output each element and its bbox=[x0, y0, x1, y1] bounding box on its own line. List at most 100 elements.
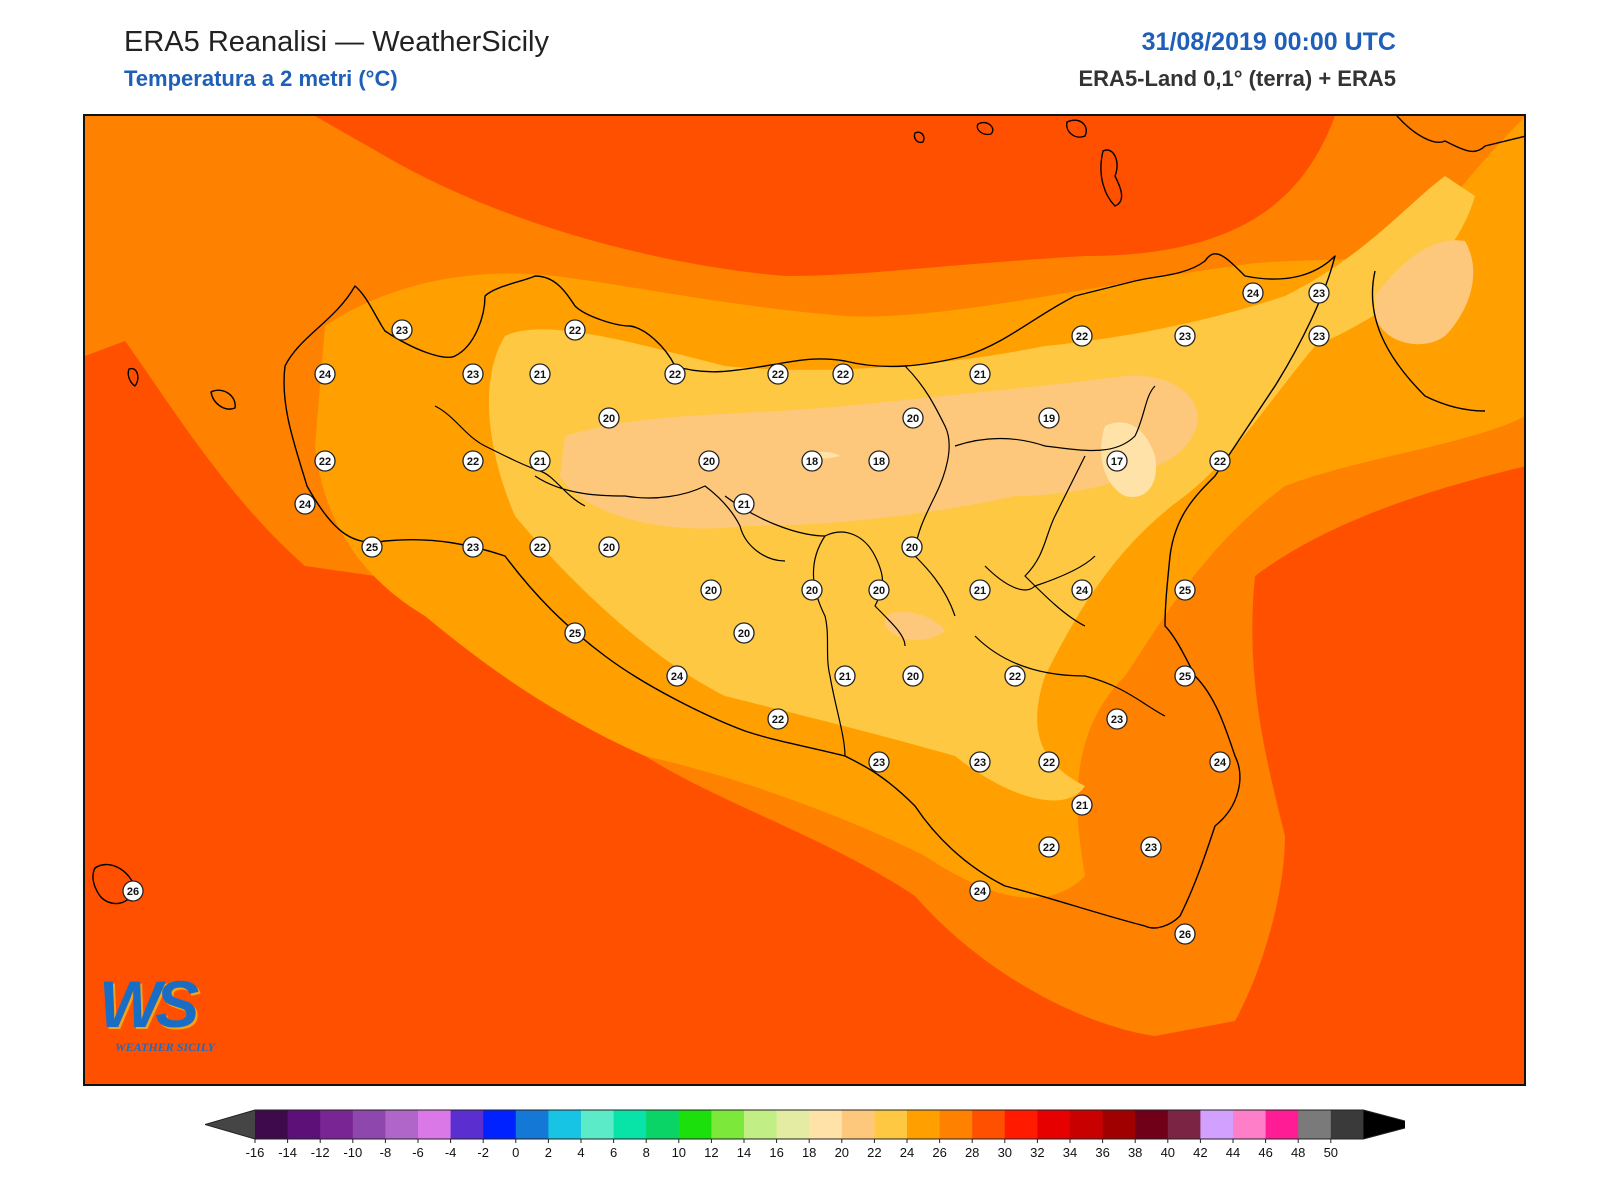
colorbar-tick-label: 20 bbox=[835, 1145, 849, 1160]
station-marker bbox=[462, 536, 484, 558]
colorbar-swatch bbox=[418, 1110, 452, 1139]
station-marker bbox=[834, 665, 856, 687]
station-value: 21 bbox=[733, 493, 755, 515]
colorbar-tick-label: 14 bbox=[737, 1145, 751, 1160]
station-marker bbox=[1308, 325, 1330, 347]
station-value: 25 bbox=[1174, 665, 1196, 687]
station-value-text: 20 bbox=[873, 585, 885, 597]
station-marker bbox=[901, 536, 923, 558]
colorbar-tick-label: 46 bbox=[1258, 1145, 1272, 1160]
station-marker bbox=[801, 450, 823, 472]
station-value-text: 20 bbox=[603, 542, 615, 554]
station-value: 23 bbox=[462, 363, 484, 385]
colorbar-swatch bbox=[809, 1110, 843, 1139]
station-value-text: 23 bbox=[974, 757, 986, 769]
colorbar-swatch bbox=[1167, 1110, 1201, 1139]
station-marker bbox=[598, 407, 620, 429]
station-marker bbox=[801, 579, 823, 601]
island-lipari bbox=[1100, 149, 1123, 207]
colorbar-tick-label: 32 bbox=[1030, 1145, 1044, 1160]
station-value: 21 bbox=[969, 363, 991, 385]
station-value: 20 bbox=[598, 407, 620, 429]
colorbar-tick-label: -8 bbox=[380, 1145, 392, 1160]
colorbar-tick-label: 6 bbox=[610, 1145, 617, 1160]
station-marker bbox=[868, 579, 890, 601]
island-pantelleria bbox=[92, 863, 136, 905]
station-value-text: 25 bbox=[569, 628, 581, 640]
station-value-text: 23 bbox=[1313, 288, 1325, 300]
colorbar-tick-label: 8 bbox=[643, 1145, 650, 1160]
station-marker bbox=[1106, 450, 1128, 472]
station-value-text: 23 bbox=[873, 757, 885, 769]
station-marker bbox=[969, 579, 991, 601]
colorbar-tick-label: 26 bbox=[932, 1145, 946, 1160]
colorbar-tick-label: 18 bbox=[802, 1145, 816, 1160]
colorbar-swatch bbox=[581, 1110, 615, 1139]
colorbar-tick-label: 30 bbox=[998, 1145, 1012, 1160]
station-value: 22 bbox=[1038, 751, 1060, 773]
colorbar-swatch bbox=[1200, 1110, 1234, 1139]
station-value: 22 bbox=[767, 708, 789, 730]
station-value-text: 24 bbox=[974, 886, 987, 898]
station-value: 24 bbox=[314, 363, 336, 385]
station-marker bbox=[1038, 751, 1060, 773]
station-value-text: 18 bbox=[873, 456, 885, 468]
station-value-text: 20 bbox=[603, 413, 615, 425]
station-value-text: 17 bbox=[1111, 456, 1123, 468]
station-marker bbox=[529, 536, 551, 558]
station-value: 25 bbox=[361, 536, 383, 558]
station-value-text: 24 bbox=[319, 369, 332, 381]
station-value: 21 bbox=[529, 450, 551, 472]
station-value: 24 bbox=[1242, 282, 1264, 304]
island-alicudi bbox=[913, 131, 925, 144]
colorbar-swatch bbox=[1037, 1110, 1071, 1139]
station-value: 23 bbox=[462, 536, 484, 558]
station-value-text: 20 bbox=[907, 671, 919, 683]
station-marker bbox=[314, 363, 336, 385]
logo-letters: WS bbox=[99, 967, 199, 1041]
station-marker bbox=[1038, 836, 1060, 858]
station-value: 23 bbox=[969, 751, 991, 773]
colorbar-tick-label: 10 bbox=[672, 1145, 686, 1160]
station-value-text: 22 bbox=[772, 714, 784, 726]
colorbar-swatch bbox=[385, 1110, 419, 1139]
colorbar-tick-label: 2 bbox=[545, 1145, 552, 1160]
colorbar-swatch bbox=[287, 1110, 321, 1139]
contour-18-20-east bbox=[1375, 240, 1474, 345]
station-marker bbox=[832, 363, 854, 385]
colorbar-tick-label: -6 bbox=[412, 1145, 424, 1160]
weathersicily-logo: WS WEATHER SICILY bbox=[99, 966, 259, 1066]
station-value: 24 bbox=[969, 880, 991, 902]
station-value: 22 bbox=[767, 363, 789, 385]
station-value-text: 23 bbox=[1145, 842, 1157, 854]
station-value: 23 bbox=[1106, 708, 1128, 730]
colorbar-swatch bbox=[874, 1110, 908, 1139]
station-marker bbox=[698, 450, 720, 472]
colorbar-tick-label: -2 bbox=[477, 1145, 489, 1160]
station-value: 22 bbox=[1004, 665, 1026, 687]
valid-datetime: 31/08/2019 00:00 UTC bbox=[1141, 28, 1396, 56]
station-marker bbox=[122, 880, 144, 902]
station-value-text: 21 bbox=[738, 499, 750, 511]
station-value-text: 25 bbox=[366, 542, 378, 554]
station-value: 22 bbox=[314, 450, 336, 472]
station-value: 20 bbox=[700, 579, 722, 601]
station-value: 25 bbox=[1174, 579, 1196, 601]
station-value-text: 21 bbox=[974, 585, 986, 597]
station-value-text: 22 bbox=[319, 456, 331, 468]
station-value-text: 23 bbox=[1111, 714, 1123, 726]
station-marker bbox=[1174, 665, 1196, 687]
colorbar-tick-label: 4 bbox=[577, 1145, 584, 1160]
station-marker bbox=[1071, 794, 1093, 816]
station-value: 23 bbox=[868, 751, 890, 773]
station-value: 21 bbox=[969, 579, 991, 601]
station-value: 20 bbox=[901, 536, 923, 558]
station-marker bbox=[969, 751, 991, 773]
station-value: 22 bbox=[664, 363, 686, 385]
colorbar-over-arrow bbox=[1363, 1110, 1405, 1139]
station-value: 23 bbox=[1308, 282, 1330, 304]
temperature-colorbar: -16 -14 -12 -10 -8 -6 -4 -2 0 2 4 6 8 10 12 14 16 18 20 22 2… bbox=[205, 1109, 1405, 1160]
station-marker bbox=[767, 363, 789, 385]
station-marker bbox=[1106, 708, 1128, 730]
station-value-text: 25 bbox=[1179, 671, 1191, 683]
